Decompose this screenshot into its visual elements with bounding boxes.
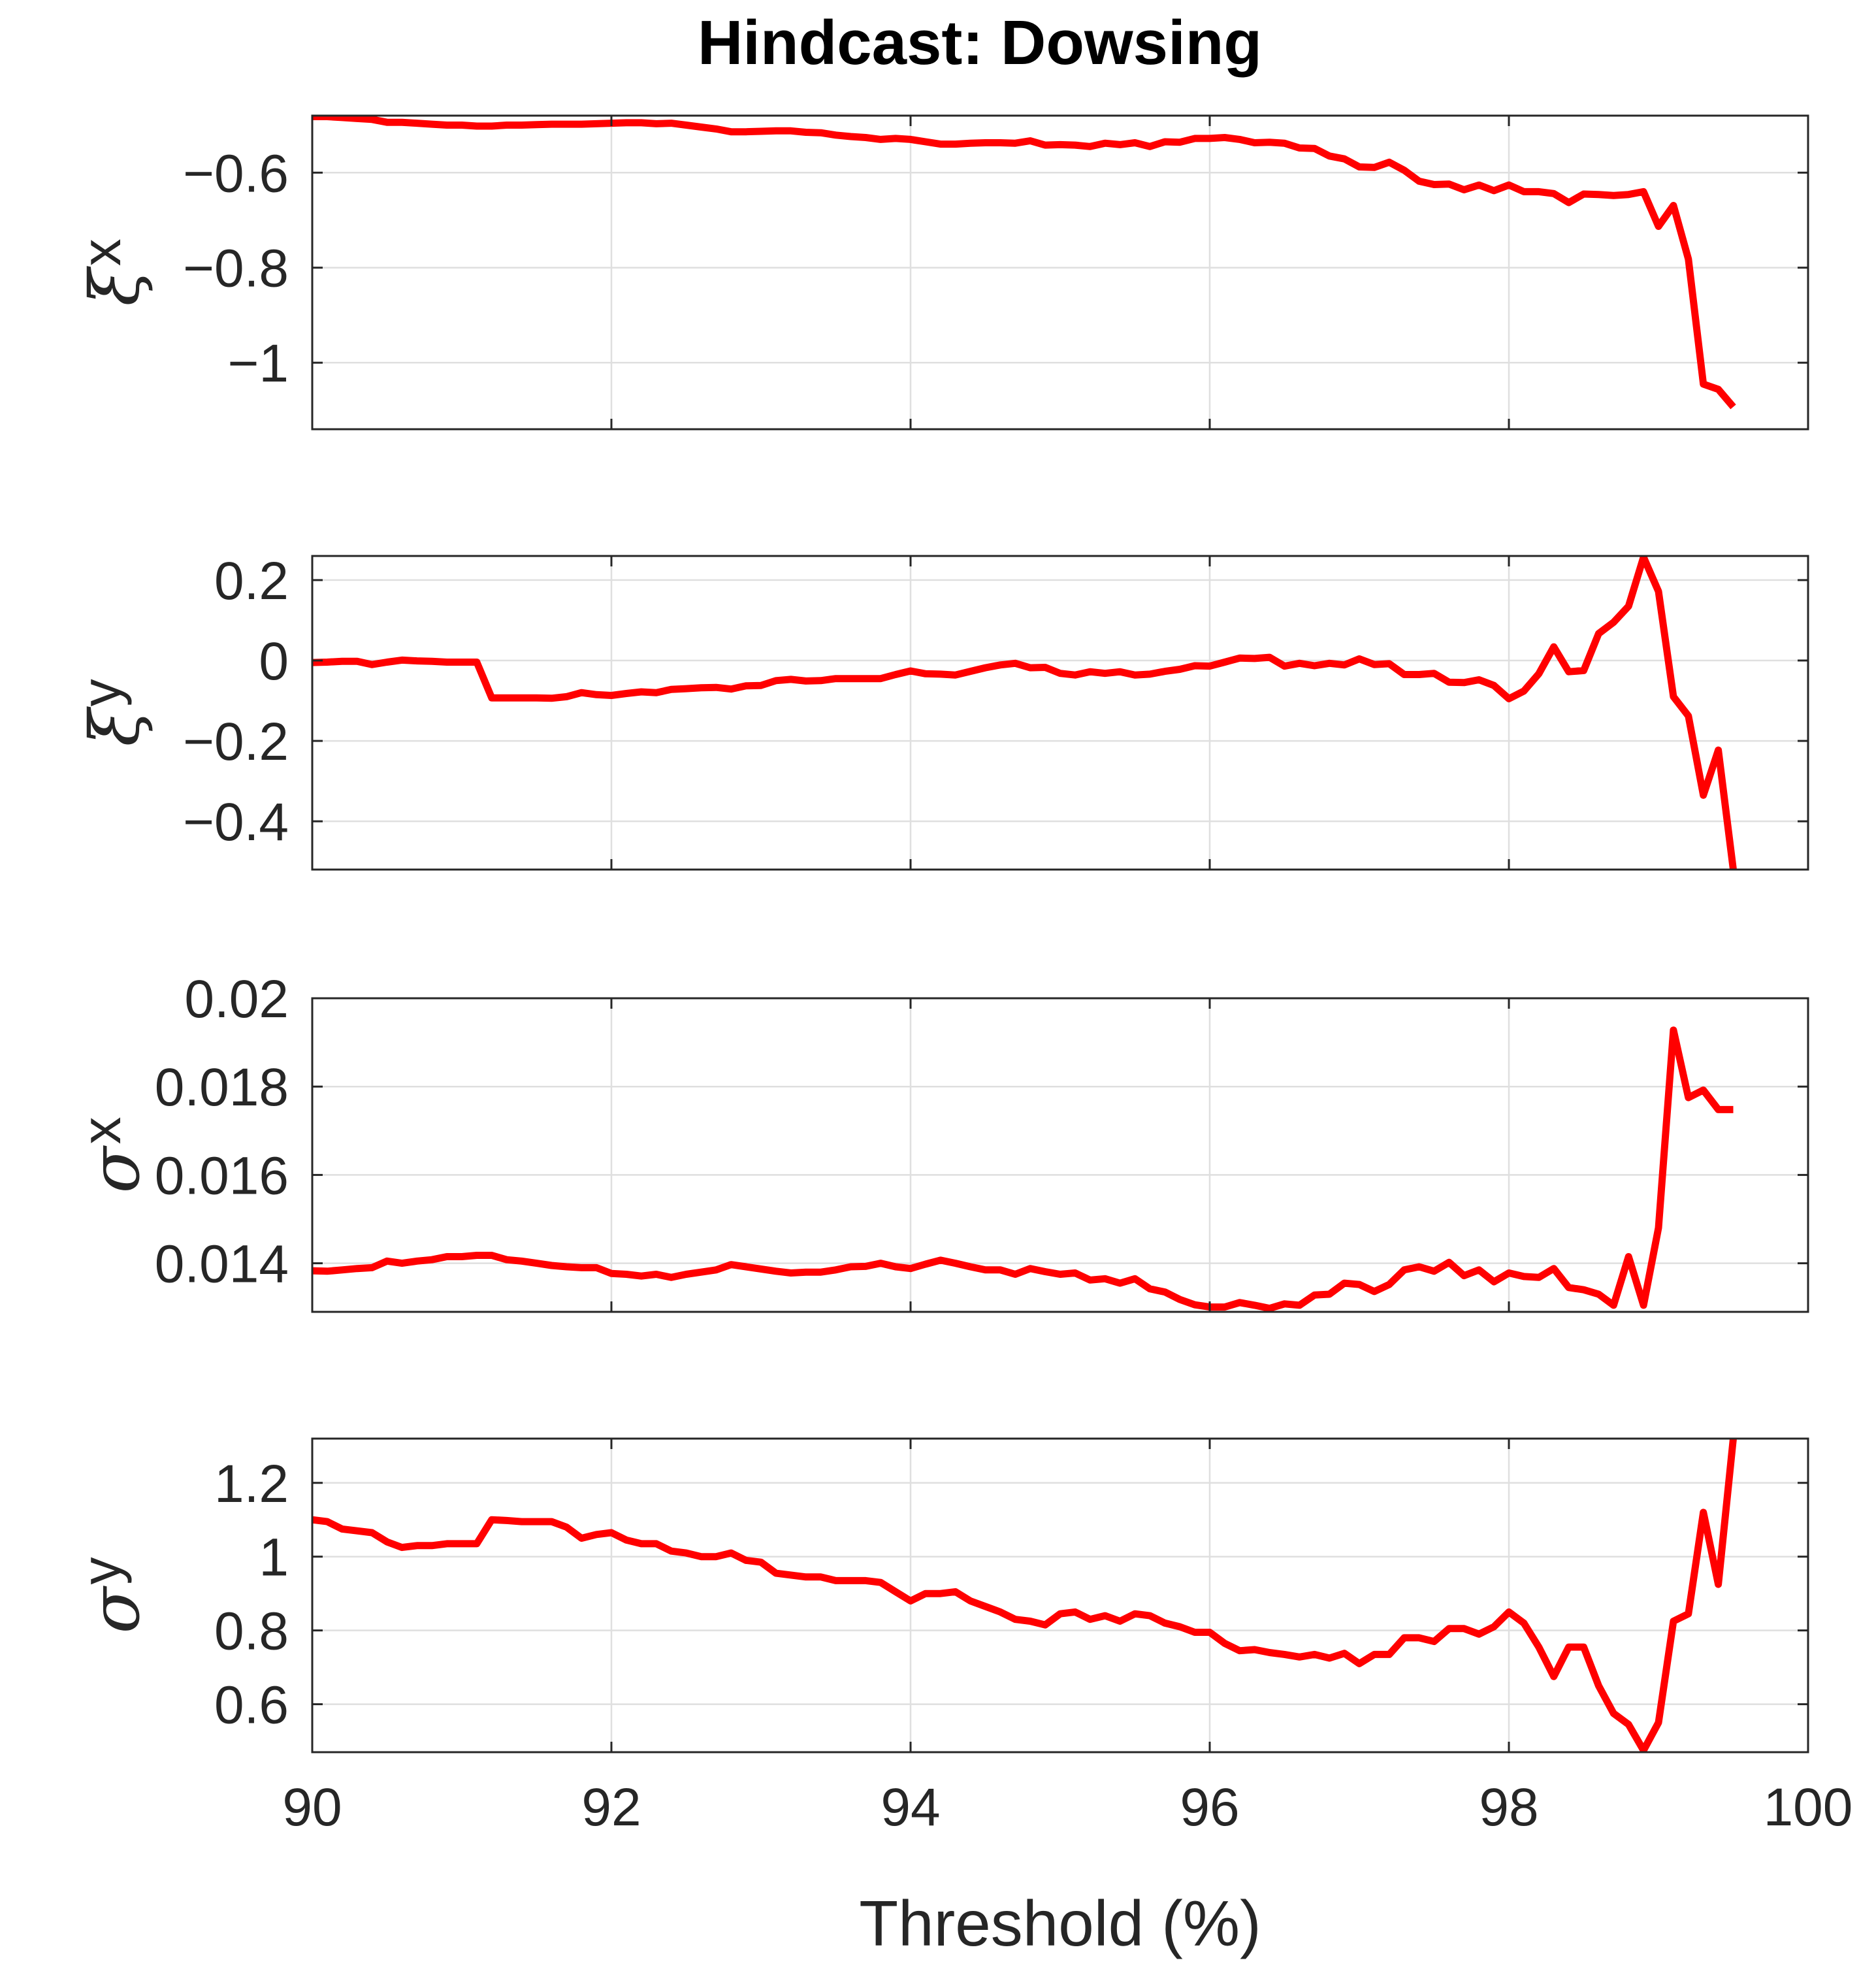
y-tick-label: 0.8	[214, 1602, 289, 1661]
axes-box	[311, 555, 1809, 871]
y-axis-label-symbol: ξ	[75, 266, 155, 306]
series-line-xi-y	[312, 556, 1737, 870]
y-axis-label-subscript: y	[71, 1557, 132, 1585]
x-tick-label: 90	[282, 1778, 342, 1837]
y-axis-label-sigma-y: σy	[71, 1557, 155, 1634]
y-tick-label: −0.6	[183, 144, 289, 203]
y-axis-label-symbol: σ	[75, 1586, 155, 1634]
figure-title: Hindcast: Dowsing	[698, 8, 1262, 78]
y-axis-label-symbol: σ	[75, 1145, 155, 1194]
subplot-sigma-x: 0.014 0.016 0.018 0.02 σx	[71, 970, 1809, 1313]
subplot-xi-y: −0.4 −0.2 0 0.2 ξy	[71, 551, 1809, 871]
y-tick-label: 0.6	[214, 1676, 289, 1735]
y-tick-label: 0.016	[155, 1146, 289, 1205]
x-tick-label: 98	[1479, 1778, 1538, 1837]
x-tick-label: 96	[1180, 1778, 1239, 1837]
series-line-sigma-x	[312, 1026, 1734, 1312]
subplot-xi-x: −1 −0.8 −0.6 ξx	[71, 114, 1809, 431]
y-tick-label: 1	[259, 1528, 289, 1588]
y-tick-label: 0.018	[155, 1058, 289, 1117]
y-tick-label: −1	[228, 334, 289, 393]
x-axis-label: Threshold (%)	[859, 1887, 1261, 1959]
y-axis-label-subscript: y	[71, 679, 132, 706]
y-axis-label-symbol: ξ	[75, 706, 155, 747]
y-axis-label-subscript: x	[71, 1117, 132, 1145]
y-tick-label: 0.02	[184, 970, 289, 1029]
y-axis-label-xi-y: ξy	[71, 679, 155, 746]
axes-box	[311, 1437, 1809, 1753]
x-tick-label: 100	[1764, 1778, 1853, 1837]
x-tick-label: 92	[581, 1778, 641, 1837]
y-tick-label: −0.2	[183, 712, 289, 772]
axes-box	[311, 997, 1809, 1313]
axes-box	[311, 114, 1809, 431]
y-tick-label: −0.4	[183, 792, 289, 852]
subplot-sigma-y: 0.6 0.8 1 1.2 90 92 94 96 98 100 σy	[71, 1437, 1853, 1837]
y-axis-label-sigma-x: σx	[71, 1117, 155, 1194]
subplot-stack: −1−0.8−0.6ξx−0.4−0.200.2ξy0.0140.0160.01…	[71, 114, 1853, 1837]
y-axis-label-xi-x: ξx	[71, 238, 155, 306]
series-line-xi-x	[312, 116, 1736, 410]
x-tick-label: 94	[881, 1778, 940, 1837]
y-axis-label-subscript: x	[71, 238, 132, 266]
y-tick-label: 0.014	[155, 1235, 289, 1294]
y-tick-label: −0.8	[183, 239, 289, 299]
y-tick-label: 0	[259, 632, 289, 691]
series-line-sigma-y	[312, 1439, 1737, 1752]
y-tick-label: 0.2	[214, 551, 289, 611]
y-tick-label: 1.2	[214, 1454, 289, 1514]
